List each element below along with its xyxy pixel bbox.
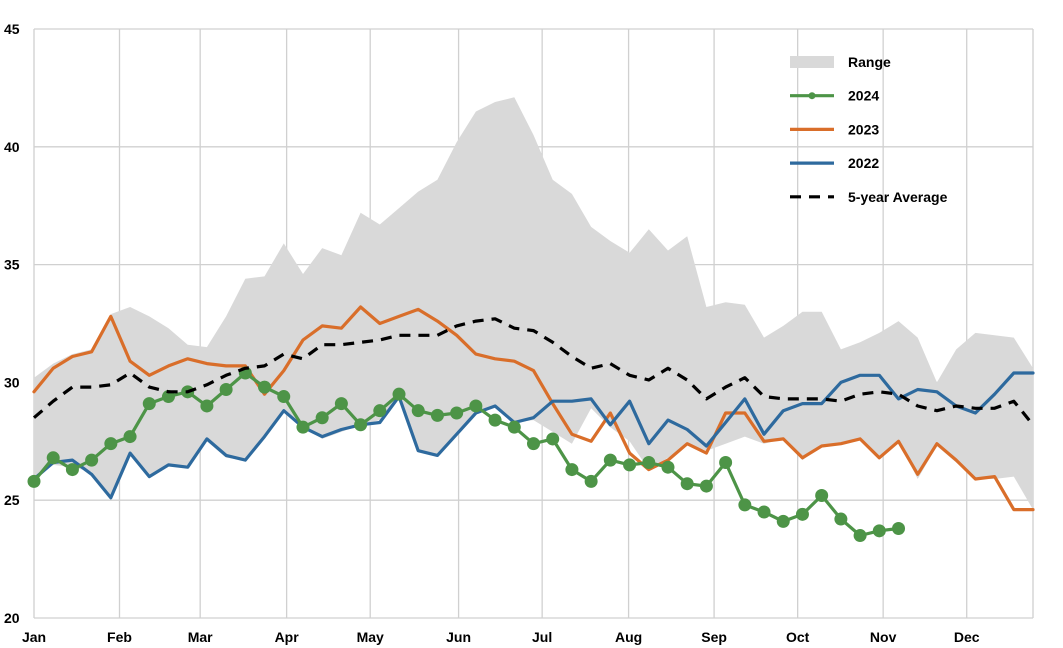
- data-point-2024: [584, 474, 598, 488]
- data-point-2024: [507, 420, 521, 434]
- y-tick-label: 25: [4, 492, 20, 508]
- data-point-2024: [661, 460, 675, 474]
- data-point-2024: [546, 432, 560, 446]
- x-tick-label: Jan: [22, 629, 46, 645]
- data-point-2024: [123, 430, 137, 444]
- x-tick-label: Oct: [786, 629, 810, 645]
- x-tick-label: Aug: [615, 629, 642, 645]
- series-line-5-year-average: [32, 317, 1035, 426]
- data-point-2024: [219, 382, 233, 396]
- axis-ticks: 20 25 30 35 40 45 Jan Feb Mar Apr May Jun Jul Aug Sep O…: [4, 21, 980, 645]
- data-point-2024: [277, 390, 291, 404]
- x-tick-label: Jun: [446, 629, 471, 645]
- data-point-2024: [65, 463, 79, 477]
- data-point-2024: [699, 479, 713, 493]
- data-point-2024: [200, 399, 214, 413]
- range-band: [34, 97, 1033, 510]
- data-point-2024: [296, 420, 310, 434]
- data-point-2024: [872, 524, 886, 538]
- data-point-2024: [527, 437, 540, 451]
- legend-label-2022: 2022: [848, 155, 879, 171]
- data-point-2024: [776, 514, 790, 528]
- data-point-2024: [411, 404, 425, 418]
- data-point-2024: [334, 397, 348, 411]
- data-point-2024: [738, 498, 752, 512]
- x-tick-label: Apr: [275, 629, 300, 645]
- data-point-2024: [450, 406, 464, 420]
- data-point-2024: [892, 521, 906, 535]
- y-tick-label: 20: [4, 610, 20, 626]
- data-point-2024: [603, 453, 617, 467]
- y-tick-label: 30: [4, 374, 20, 390]
- legend-label-2023: 2023: [848, 121, 879, 137]
- legend-marker-2024: [808, 92, 816, 100]
- legend-swatch-range: [790, 56, 834, 68]
- series-line-2024: [32, 371, 901, 538]
- x-tick-label: Dec: [954, 629, 980, 645]
- data-point-2024: [142, 397, 156, 411]
- data-point-2024: [680, 477, 694, 491]
- series-lines: [27, 305, 1035, 543]
- legend-label-2024: 2024: [848, 88, 879, 104]
- legend-label-5-year-average: 5-year Average: [848, 189, 948, 205]
- x-tick-label: Jul: [532, 629, 552, 645]
- data-point-2024: [719, 456, 733, 470]
- y-tick-label: 35: [4, 257, 20, 273]
- legend: Range 2024 2023 2022 5-year Average: [790, 54, 948, 205]
- x-tick-label: Mar: [188, 629, 213, 645]
- data-point-2024: [795, 507, 809, 521]
- series-line-2023: [32, 305, 1035, 512]
- data-point-2024: [354, 418, 368, 432]
- data-point-2024: [834, 512, 848, 526]
- data-point-2024: [104, 437, 118, 451]
- data-point-2024: [46, 451, 60, 465]
- data-point-2024: [815, 488, 829, 502]
- y-tick-label: 45: [4, 21, 20, 37]
- data-point-2024: [27, 474, 41, 488]
- data-point-2024: [623, 458, 637, 472]
- data-point-2024: [430, 408, 444, 422]
- data-point-2024: [565, 463, 579, 477]
- range-area: [34, 97, 1033, 510]
- data-point-2024: [392, 387, 406, 401]
- data-point-2024: [853, 529, 867, 543]
- x-tick-label: Nov: [870, 629, 897, 645]
- x-tick-label: May: [357, 629, 384, 645]
- series-line-2022: [32, 371, 1035, 500]
- x-tick-label: Feb: [107, 629, 132, 645]
- data-point-2024: [488, 413, 502, 427]
- data-point-2024: [85, 453, 99, 467]
- x-tick-label: Sep: [701, 629, 727, 645]
- data-point-2024: [258, 380, 272, 394]
- y-tick-label: 40: [4, 139, 20, 155]
- data-point-2024: [757, 505, 771, 519]
- data-point-2024: [373, 404, 387, 418]
- legend-label-range: Range: [848, 54, 891, 70]
- data-point-2024: [315, 411, 329, 425]
- data-point-2024: [469, 399, 483, 413]
- data-point-2024: [642, 456, 656, 470]
